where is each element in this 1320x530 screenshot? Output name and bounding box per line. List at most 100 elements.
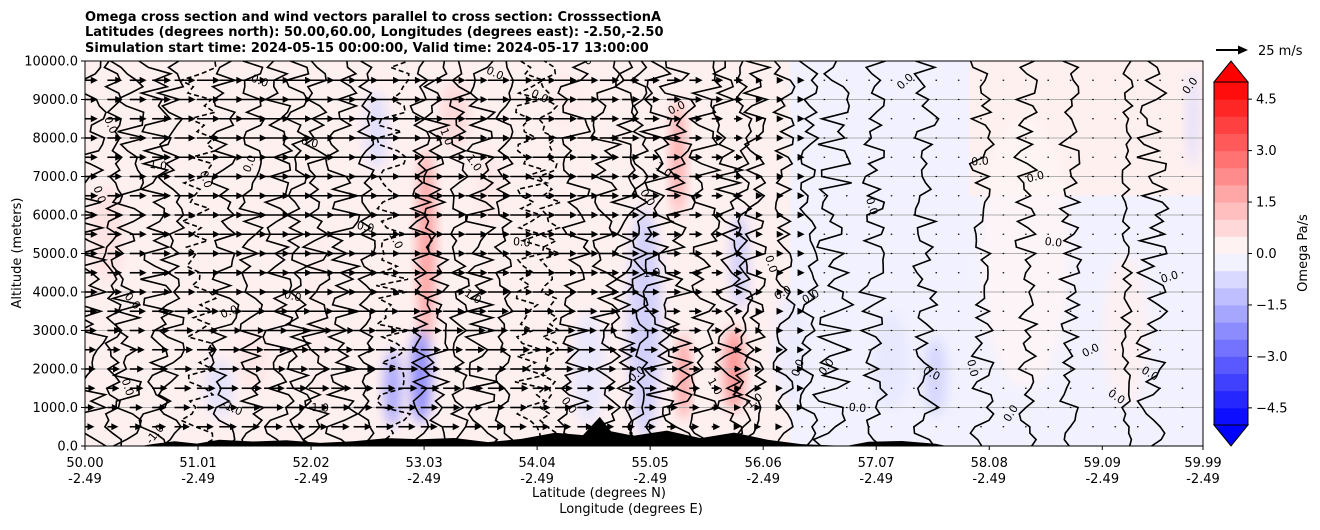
wind-vector xyxy=(510,327,532,334)
wind-vector xyxy=(398,269,422,277)
wind-vector xyxy=(308,173,335,180)
wind-vector xyxy=(129,76,147,84)
wind-vector xyxy=(622,423,636,431)
wind-vector xyxy=(487,307,510,315)
wind-vector xyxy=(443,346,464,354)
wind-vector xyxy=(375,192,401,200)
wind-vector xyxy=(308,327,333,334)
wind-vector xyxy=(286,346,310,354)
colorbar-segment xyxy=(1214,116,1248,134)
wind-vector xyxy=(487,404,505,411)
contour-line xyxy=(178,61,218,446)
wind-vector xyxy=(174,288,196,296)
wind-vector xyxy=(107,384,120,392)
wind-vector xyxy=(241,346,264,354)
contour-line xyxy=(589,61,623,446)
wind-vector xyxy=(264,115,290,123)
wind-vector xyxy=(644,423,656,431)
wind-vector xyxy=(219,96,244,103)
wind-vector xyxy=(174,365,193,373)
wind-vector xyxy=(174,423,191,431)
wind-vector xyxy=(734,230,744,238)
wind-vector xyxy=(599,327,618,334)
wind-vector xyxy=(599,192,620,200)
wind-vector xyxy=(711,384,722,392)
wind-vector xyxy=(420,327,443,334)
wind-vector xyxy=(286,76,313,84)
wind-vector xyxy=(241,327,265,334)
wind-vector xyxy=(420,211,444,219)
wind-vector xyxy=(465,96,488,103)
y-tick-label: 10000.0 xyxy=(24,55,78,70)
wind-vector xyxy=(510,96,533,103)
wind-vector xyxy=(510,423,527,431)
wind-vector xyxy=(711,250,724,257)
colorbar-tick-label: −4.5 xyxy=(1256,401,1288,416)
wind-vector xyxy=(532,384,552,392)
contour-label: 0.0 xyxy=(789,357,807,378)
wind-vector xyxy=(622,230,640,238)
wind-vector xyxy=(398,76,422,84)
wind-vector xyxy=(711,76,724,84)
wind-vector xyxy=(577,365,596,373)
wind-vector xyxy=(331,153,357,161)
x-tick-label-lon: -2.49 xyxy=(407,472,441,487)
wind-vector xyxy=(107,76,123,84)
wind-vector xyxy=(532,211,556,219)
wind-vector xyxy=(775,365,783,373)
contour-label: 0.0 xyxy=(1044,235,1063,250)
wind-vector xyxy=(622,173,640,180)
wind-vector xyxy=(666,269,682,277)
x-tick-label-lon: -2.49 xyxy=(1186,472,1220,487)
wind-vector xyxy=(532,115,556,123)
wind-vector xyxy=(398,365,419,373)
x-tick-label-lon: -2.49 xyxy=(633,472,667,487)
wind-vector xyxy=(174,153,196,161)
wind-vector xyxy=(308,153,335,161)
colorbar-segment xyxy=(1214,373,1248,392)
wind-vector xyxy=(465,423,482,431)
wind-vector xyxy=(510,211,533,219)
wind-vector xyxy=(599,346,618,354)
wind-vector xyxy=(420,134,444,142)
colorbar-tick-label: 3.0 xyxy=(1256,144,1277,159)
wind-vector xyxy=(331,134,357,142)
wind-vector xyxy=(510,365,530,373)
wind-vector xyxy=(85,134,98,142)
wind-vector xyxy=(196,173,220,180)
contour-label: 0.0 xyxy=(119,377,137,398)
wind-vector xyxy=(797,173,805,180)
colorbar-tick-label: 1.5 xyxy=(1256,196,1277,211)
wind-vector xyxy=(465,115,488,123)
x-axis-label-lat: Latitude (degrees N) xyxy=(532,486,666,501)
wind-vector xyxy=(331,346,354,354)
wind-vector xyxy=(487,384,506,392)
wind-vector xyxy=(85,250,98,257)
wind-vector xyxy=(711,134,724,142)
wind-vector xyxy=(129,307,147,315)
wind-vector xyxy=(555,173,578,180)
wind-vector xyxy=(353,365,375,373)
wind-vector xyxy=(375,288,401,296)
wind-vector xyxy=(644,115,660,123)
wind-vector xyxy=(152,76,172,84)
wind-vector xyxy=(711,327,723,334)
wind-vector xyxy=(577,96,599,103)
wind-vector xyxy=(555,404,573,411)
wind-vector xyxy=(666,288,682,296)
wind-vector xyxy=(420,384,440,392)
wind-vector xyxy=(734,346,743,354)
wind-vector xyxy=(420,307,443,315)
wind-vector xyxy=(420,250,444,257)
wind-vector xyxy=(797,134,805,142)
wind-vector xyxy=(85,288,98,296)
wind-vector xyxy=(85,173,98,180)
wind-vector xyxy=(353,384,374,392)
colorbar-segment xyxy=(1214,236,1248,254)
wind-vector xyxy=(286,307,312,315)
wind-vector xyxy=(174,307,195,315)
x-tick-label-lon: -2.49 xyxy=(68,472,102,487)
wind-vector xyxy=(487,134,510,142)
y-tick-label: 0.0 xyxy=(57,440,78,455)
wind-vector xyxy=(286,384,308,392)
